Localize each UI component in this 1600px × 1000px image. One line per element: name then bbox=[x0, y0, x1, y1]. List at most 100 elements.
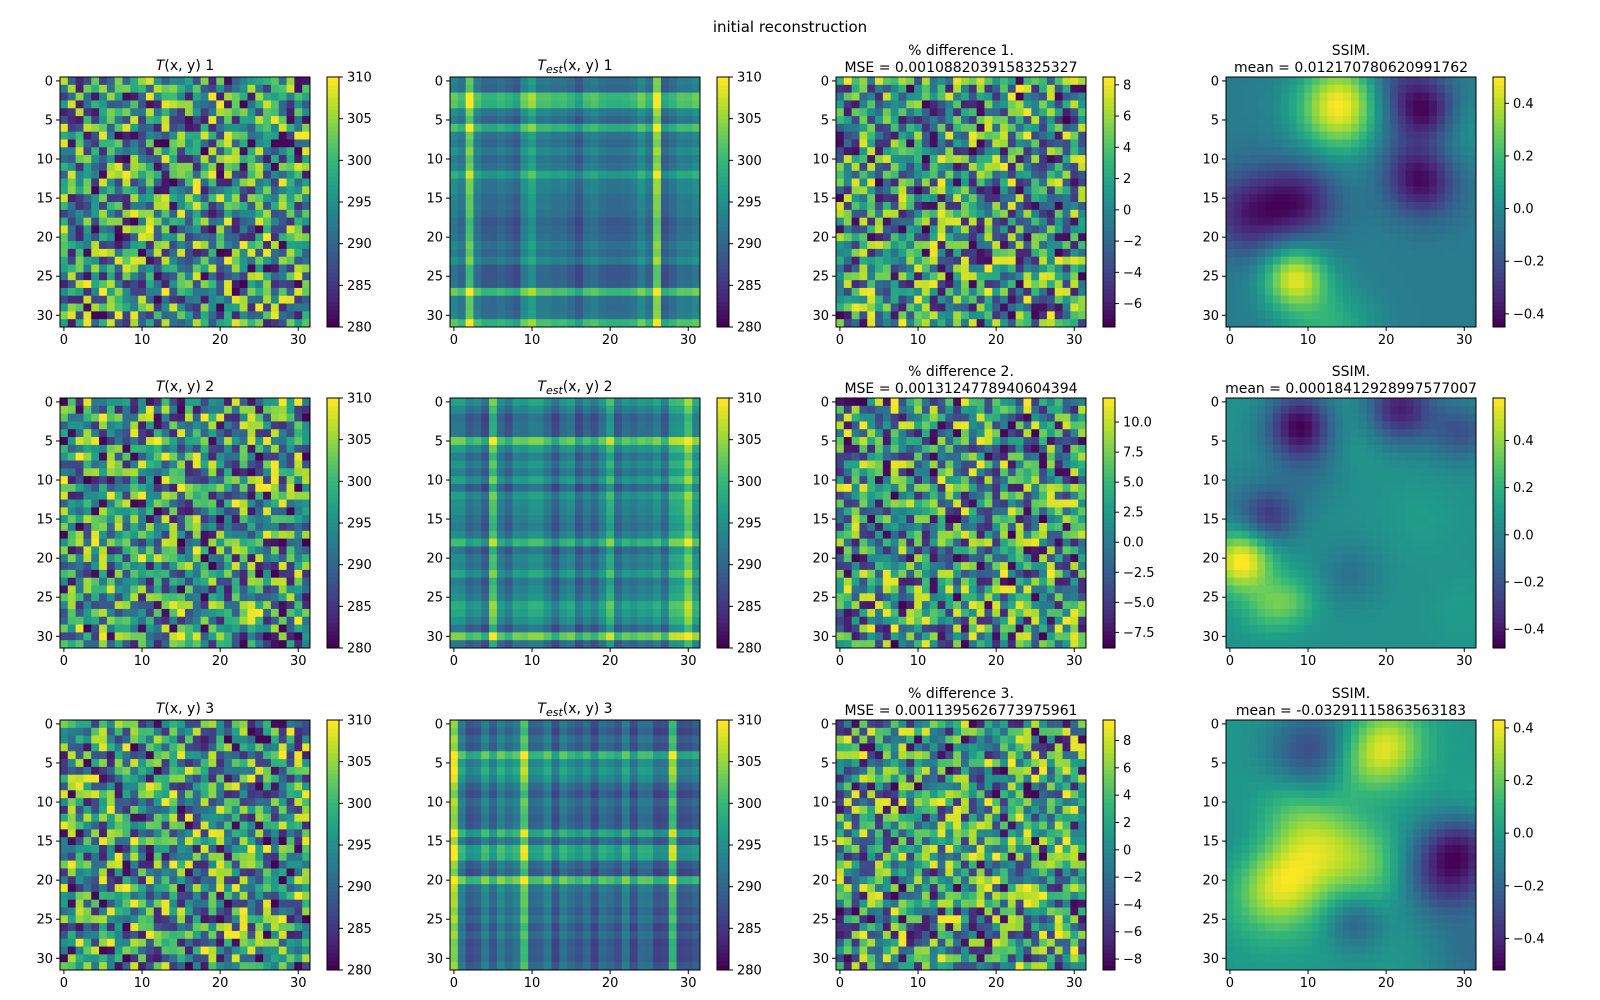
heatmap-cell bbox=[1023, 116, 1032, 125]
heatmap-cell bbox=[457, 287, 467, 297]
heatmap-cell bbox=[106, 311, 116, 320]
heatmap-cell bbox=[83, 162, 92, 172]
heatmap-cell bbox=[106, 499, 116, 508]
heatmap-cell bbox=[1421, 202, 1430, 211]
heatmap-cell bbox=[1272, 170, 1282, 179]
heatmap-cell bbox=[1007, 217, 1017, 226]
heatmap-cell bbox=[489, 100, 498, 109]
heatmap-cell bbox=[122, 452, 131, 461]
heatmap-cell bbox=[867, 170, 876, 179]
heatmap-cell bbox=[496, 116, 506, 125]
heatmap-cell bbox=[1390, 131, 1399, 140]
heatmap-cell bbox=[255, 194, 264, 203]
y-tick-label: 15 bbox=[812, 192, 829, 207]
heatmap-cell bbox=[122, 155, 131, 164]
heatmap-cell bbox=[465, 178, 474, 187]
heatmap-cell bbox=[286, 202, 295, 211]
heatmap-cell bbox=[1343, 248, 1352, 258]
heatmap-cell bbox=[60, 225, 69, 234]
heatmap-cell bbox=[1405, 303, 1414, 312]
heatmap-cell bbox=[882, 256, 892, 265]
heatmap-cell bbox=[286, 186, 295, 195]
heatmap-cell bbox=[1335, 116, 1344, 125]
heatmap-cell bbox=[851, 280, 860, 289]
heatmap-cell bbox=[99, 538, 108, 547]
heatmap-cell bbox=[270, 562, 280, 571]
heatmap-cell bbox=[1062, 194, 1071, 203]
heatmap-cell bbox=[520, 264, 529, 273]
heatmap-cell bbox=[138, 162, 147, 172]
heatmap-cell bbox=[1054, 217, 1063, 226]
heatmap-cell bbox=[606, 186, 615, 195]
heatmap-cell bbox=[1272, 248, 1282, 258]
heatmap-cell bbox=[286, 77, 295, 86]
heatmap-cell bbox=[1000, 280, 1009, 289]
heatmap-cell bbox=[278, 287, 287, 297]
y-tick-label: 15 bbox=[36, 192, 53, 207]
heatmap-cell bbox=[200, 483, 209, 493]
heatmap-cell bbox=[294, 546, 303, 555]
heatmap-cell bbox=[185, 287, 194, 297]
heatmap-cell bbox=[1023, 194, 1032, 203]
heatmap-cell bbox=[208, 476, 217, 485]
heatmap-cell bbox=[489, 77, 498, 86]
heatmap-cell bbox=[512, 303, 521, 312]
heatmap-cell bbox=[1390, 123, 1399, 133]
heatmap-cell bbox=[1327, 100, 1336, 109]
heatmap-cell bbox=[67, 421, 77, 430]
heatmap-cell bbox=[83, 468, 92, 477]
heatmap-cell bbox=[185, 468, 194, 477]
heatmap-cell bbox=[1296, 295, 1305, 304]
heatmap-cell bbox=[138, 170, 147, 179]
heatmap-cell bbox=[1366, 92, 1375, 101]
heatmap-cell bbox=[1444, 217, 1453, 226]
heatmap-cell bbox=[1257, 186, 1266, 195]
heatmap-cell bbox=[1007, 170, 1017, 179]
heatmap-cell bbox=[122, 405, 131, 415]
heatmap-cell bbox=[224, 272, 233, 281]
heatmap-cell bbox=[590, 209, 599, 219]
heatmap-cell bbox=[890, 303, 899, 312]
heatmap-cell bbox=[450, 209, 459, 219]
heatmap-cell bbox=[302, 162, 311, 172]
heatmap-cell bbox=[75, 295, 84, 304]
heatmap-cell bbox=[1272, 77, 1282, 86]
heatmap-cell bbox=[192, 194, 202, 203]
heatmap-cell bbox=[668, 280, 677, 289]
heatmap-cell bbox=[185, 421, 194, 430]
heatmap-cell bbox=[200, 554, 209, 563]
heatmap-cell bbox=[185, 429, 194, 438]
x-tick-label: 20 bbox=[602, 333, 619, 348]
heatmap-cell bbox=[106, 491, 116, 500]
heatmap-cell bbox=[551, 139, 560, 148]
heatmap-cell bbox=[836, 170, 845, 179]
heatmap-cell bbox=[1390, 225, 1399, 234]
heatmap-cell bbox=[106, 405, 116, 415]
heatmap-cell bbox=[968, 272, 978, 281]
heatmap-cell bbox=[231, 131, 241, 140]
heatmap-cell bbox=[528, 139, 537, 148]
heatmap-cell bbox=[255, 554, 264, 563]
heatmap-cell bbox=[984, 116, 993, 125]
heatmap-cell bbox=[1429, 225, 1438, 234]
heatmap-cell bbox=[1023, 108, 1032, 117]
heatmap-cell bbox=[512, 280, 521, 289]
heatmap-cell bbox=[138, 248, 147, 258]
heatmap-cell bbox=[1429, 170, 1438, 179]
heatmap-cell bbox=[1046, 194, 1056, 203]
heatmap-cell bbox=[473, 217, 482, 226]
heatmap-cell bbox=[882, 202, 892, 211]
heatmap-cell bbox=[1007, 272, 1017, 281]
heatmap-cell bbox=[255, 483, 264, 493]
heatmap-cell bbox=[1351, 319, 1360, 328]
heatmap-cell bbox=[867, 248, 876, 258]
heatmap-cell bbox=[929, 303, 938, 312]
heatmap-cell bbox=[937, 303, 946, 312]
heatmap-cell bbox=[192, 460, 202, 469]
heatmap-cell bbox=[567, 147, 576, 156]
heatmap-cell bbox=[263, 139, 272, 148]
heatmap-cell bbox=[1382, 319, 1391, 328]
heatmap-cell bbox=[1436, 147, 1446, 156]
heatmap-cell bbox=[567, 131, 576, 140]
heatmap-cell bbox=[1460, 100, 1469, 109]
